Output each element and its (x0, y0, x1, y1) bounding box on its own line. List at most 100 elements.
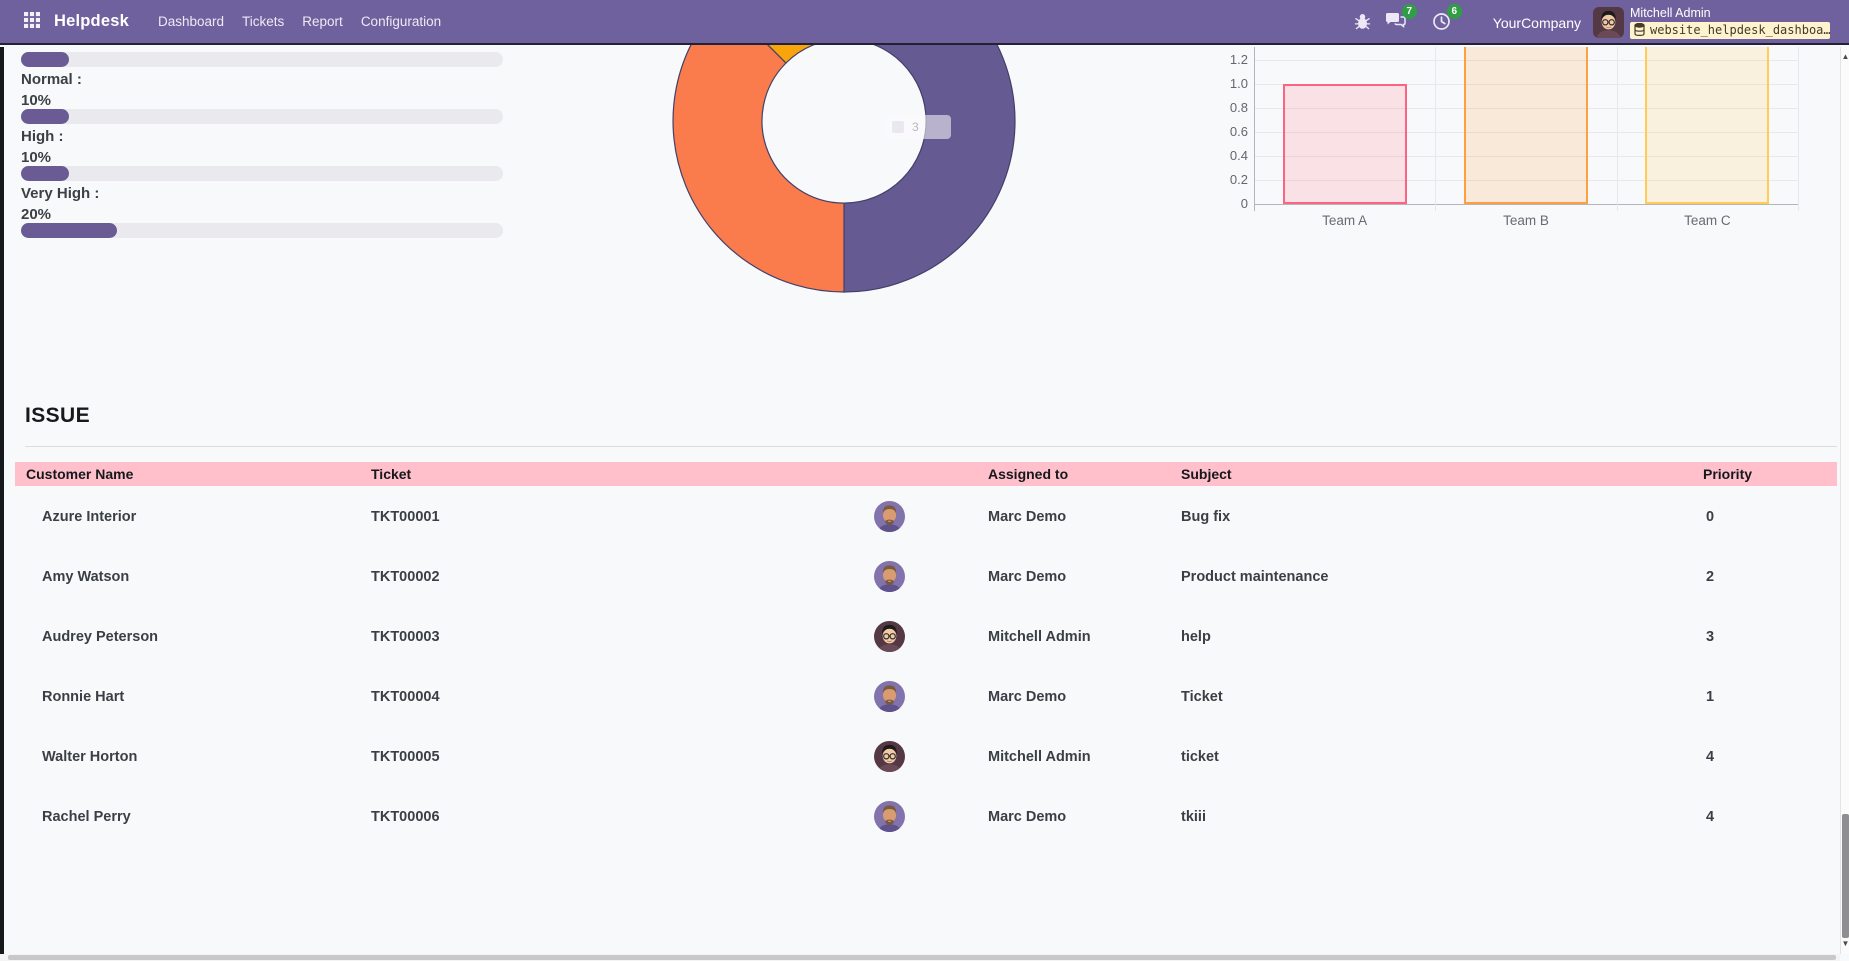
priority-progressbar-track (21, 166, 503, 181)
x-axis-category-label: Team A (1322, 213, 1368, 228)
priority-label: Very High : (21, 185, 100, 202)
column-header-assigned: Assigned to (988, 466, 1069, 482)
bar-chart-gridline (1254, 84, 1798, 85)
bar-team-b (1464, 47, 1588, 204)
debug-bug-button[interactable] (1352, 11, 1373, 35)
issue-table-row[interactable]: Walter Horton TKT00005 Mitchell Admin ticke… (15, 727, 1837, 787)
bug-icon (1354, 13, 1371, 33)
cell-customer: Walter Horton (42, 749, 138, 765)
apps-grid-icon (24, 12, 40, 31)
ticket-priority-panel: Normal : 10% High : 10% Very High : 20% (21, 47, 503, 242)
bar-chart-gridline (1254, 204, 1798, 205)
priority-label: Normal : (21, 71, 82, 88)
horizontal-scrollbar-thumb[interactable] (8, 955, 1836, 960)
activities-button[interactable]: 6 (1430, 3, 1462, 36)
assignee-avatar[interactable] (874, 621, 905, 652)
cell-customer: Ronnie Hart (42, 689, 125, 705)
priority-progressbar-fill (21, 166, 70, 181)
user-avatar[interactable] (1593, 7, 1624, 38)
y-axis-tick-label: 0.2 (1229, 172, 1248, 187)
horizontal-scrollbar[interactable] (0, 954, 1840, 961)
menu-item-report[interactable]: Report (302, 14, 343, 29)
priority-progressbar-fill (21, 109, 70, 124)
cell-assigned: Marc Demo (988, 509, 1067, 525)
top-navbar: Helpdesk Dashboard Tickets Report Configura… (0, 0, 1849, 45)
column-header-ticket: Ticket (371, 466, 412, 482)
priority-percent: 10% (21, 92, 52, 109)
assignee-avatar[interactable] (874, 681, 905, 712)
app-title[interactable]: Helpdesk (54, 12, 129, 30)
issue-table-row[interactable]: Audrey Peterson TKT00003 Mitchell Admin hel… (15, 607, 1837, 667)
cell-priority: 0 (1706, 509, 1715, 525)
y-axis-tick-label: 0.6 (1229, 124, 1248, 139)
priority-progressbar-track (21, 223, 503, 238)
activities-badge: 6 (1446, 3, 1462, 19)
priority-progressbar-fill (21, 223, 118, 238)
cell-ticket: TKT00005 (371, 749, 440, 765)
cell-subject: help (1181, 629, 1211, 645)
cell-priority: 3 (1706, 629, 1715, 645)
assignee-avatar[interactable] (874, 741, 905, 772)
vertical-scrollbar[interactable]: ▲ ▼ (1840, 47, 1849, 954)
cell-assigned: Mitchell Admin (988, 629, 1091, 645)
x-axis-category-label: Team B (1503, 213, 1549, 228)
scroll-down-icon[interactable]: ▼ (1841, 939, 1849, 948)
database-icon (1634, 23, 1645, 36)
x-axis-category-label: Team C (1684, 213, 1731, 228)
issue-table-row[interactable]: Ronnie Hart TKT00004 Marc Demo Ticket 1 (15, 667, 1837, 727)
cell-assigned: Marc Demo (988, 809, 1067, 825)
issue-table-row[interactable]: Azure Interior TKT00001 Marc Demo Bug fix 0 (15, 487, 1837, 547)
bar-chart-gridline (1254, 108, 1798, 109)
scroll-up-icon[interactable]: ▲ (1841, 52, 1849, 61)
team-bar-chart[interactable]: 0 0.2 0.4 0.6 0.8 1.0 1.2 Team A Team B Team C (1230, 47, 1810, 242)
apps-menu-button[interactable] (22, 10, 42, 33)
cell-subject: Bug fix (1181, 509, 1231, 525)
bar-chart-gridline (1254, 156, 1798, 157)
cell-customer: Rachel Perry (42, 809, 131, 825)
user-menu[interactable]: Mitchell Admin website_helpdesk_dashboa… (1630, 6, 1830, 39)
cell-subject: Product maintenance (1181, 569, 1329, 585)
cell-priority: 1 (1706, 689, 1715, 705)
assignee-avatar[interactable] (874, 801, 905, 832)
cell-subject: Ticket (1181, 689, 1223, 705)
issue-section-title: ISSUE (25, 404, 91, 427)
vertical-scrollbar-thumb[interactable] (1842, 814, 1849, 938)
bar-chart-gridline (1435, 47, 1437, 211)
y-axis-tick-label: 0.8 (1229, 100, 1248, 115)
menu-item-tickets[interactable]: Tickets (242, 14, 285, 29)
issue-table-header: Customer Name Ticket Assigned to Subject Pri… (15, 462, 1837, 486)
y-axis-tick-label: 1.2 (1229, 52, 1248, 67)
cell-assigned: Mitchell Admin (988, 749, 1091, 765)
menu-item-configuration[interactable]: Configuration (360, 14, 442, 29)
company-switcher[interactable]: YourCompany (1492, 14, 1581, 31)
priority-progressbar-fill (21, 52, 70, 67)
y-axis-tick-label: 0 (1240, 196, 1248, 211)
cell-customer: Audrey Peterson (42, 629, 159, 645)
cell-subject: tkiii (1181, 809, 1206, 825)
bar-chart-gridline (1254, 180, 1798, 181)
assignee-avatar[interactable] (874, 501, 905, 532)
issue-table-row[interactable]: Amy Watson TKT00002 Marc Demo Product maint… (15, 547, 1837, 607)
cell-ticket: TKT00001 (371, 509, 440, 525)
cell-ticket: TKT00002 (371, 569, 440, 585)
priority-progressbar-track (21, 109, 503, 124)
priority-progressbar-track (21, 52, 503, 67)
column-header-customer: Customer Name (26, 466, 134, 482)
cell-customer: Azure Interior (42, 509, 137, 525)
bar-team-c (1645, 47, 1770, 204)
cell-subject: ticket (1181, 749, 1219, 765)
priority-percent: 20% (21, 206, 52, 223)
issue-table-row[interactable]: Rachel Perry TKT00006 Marc Demo tkiii 4 (15, 787, 1837, 847)
priority-label: High : (21, 128, 64, 145)
menu-item-dashboard[interactable]: Dashboard (157, 14, 225, 29)
messages-button[interactable]: 7 (1383, 4, 1417, 35)
bar-team-a (1282, 84, 1407, 204)
cell-assigned: Marc Demo (988, 569, 1067, 585)
column-header-priority: Priority (1703, 466, 1753, 482)
cell-ticket: TKT00004 (371, 689, 440, 705)
clock-icon (1432, 12, 1451, 34)
y-axis-tick-label: 0.4 (1229, 148, 1248, 163)
assignee-avatar[interactable] (874, 561, 905, 592)
debug-database-label: website_helpdesk_dashboa… (1650, 22, 1830, 37)
